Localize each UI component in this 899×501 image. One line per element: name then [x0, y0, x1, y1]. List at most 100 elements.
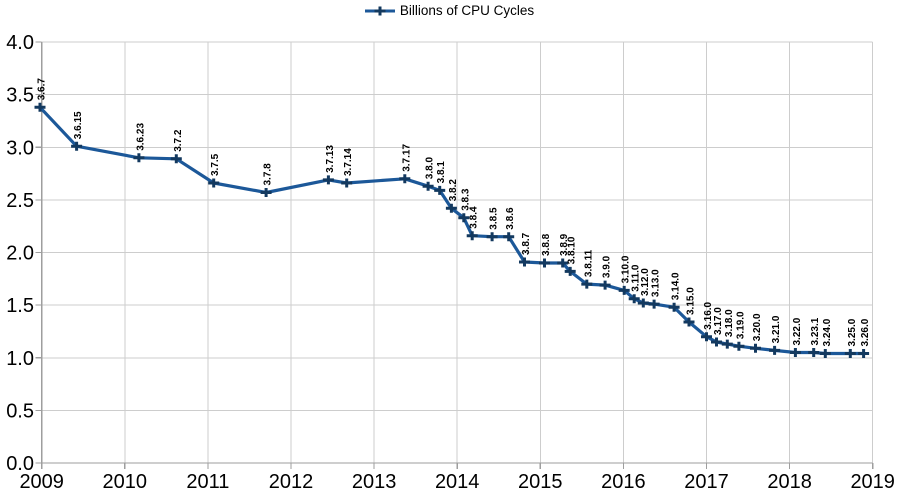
x-tick-label: 2018	[767, 471, 812, 493]
data-point-marker	[711, 337, 722, 347]
line-series-icon	[364, 6, 395, 15]
data-point-label: 3.7.2	[173, 129, 184, 152]
x-tick-label: 2014	[435, 471, 480, 493]
data-point-label: 3.7.5	[210, 153, 221, 176]
data-point-label: 3.11.0	[631, 264, 642, 292]
x-tick-label: 2016	[601, 471, 646, 493]
x-tick-label: 2013	[352, 471, 397, 493]
y-tick-label: 3.0	[6, 137, 34, 159]
data-point-marker	[399, 174, 411, 184]
data-point-marker	[721, 339, 733, 349]
data-point-label: 3.8.0	[425, 157, 436, 180]
x-tick-label: 2011	[186, 471, 229, 493]
data-point-marker	[445, 203, 457, 213]
data-point-label: 3.23.1	[810, 317, 821, 345]
data-point-marker	[733, 341, 745, 351]
data-point-label: 3.21.0	[771, 315, 782, 343]
data-point-label: 3.8.6	[505, 207, 516, 230]
data-point-marker	[564, 266, 576, 276]
x-tick-label: 2012	[269, 471, 314, 493]
data-point-marker	[341, 178, 353, 188]
data-point-marker	[808, 348, 820, 357]
data-point-label: 3.7.13	[325, 145, 336, 173]
x-tick-label: 2010	[103, 471, 148, 493]
data-point-label: 3.6.23	[135, 123, 146, 151]
data-point-marker	[701, 332, 712, 342]
data-point-label: 3.25.0	[847, 318, 858, 346]
data-point-marker	[466, 231, 478, 241]
data-point-marker	[519, 257, 530, 267]
data-point-marker	[486, 232, 498, 242]
data-point-marker	[789, 348, 801, 357]
data-point-marker	[769, 345, 781, 355]
data-point-label: 3.20.0	[752, 313, 763, 341]
y-tick-label: 0.0	[6, 453, 34, 475]
data-point-marker	[858, 349, 870, 358]
data-point-marker	[557, 258, 569, 268]
y-tick-label: 1.5	[6, 295, 34, 317]
data-point-marker	[434, 185, 446, 195]
y-tick-label: 0.5	[6, 400, 34, 422]
data-point-marker	[581, 279, 593, 289]
data-point-marker	[133, 153, 145, 163]
data-point-label: 3.18.0	[724, 309, 735, 337]
data-point-label: 3.13.0	[651, 269, 662, 297]
legend: Billions of CPU Cycles	[0, 3, 899, 18]
data-point-marker	[637, 298, 649, 308]
y-tick-label: 2.5	[6, 190, 34, 212]
data-point-marker	[628, 294, 640, 304]
y-tick-label: 4.0	[6, 32, 34, 54]
data-point-label: 3.8.1	[436, 161, 447, 184]
data-point-marker	[458, 213, 470, 223]
data-point-label: 3.8.2	[448, 179, 459, 202]
data-point-marker	[422, 181, 434, 191]
x-tick-label: 2015	[518, 471, 563, 493]
data-point-label: 3.6.15	[73, 111, 84, 139]
data-point-label: 3.8.4	[469, 206, 480, 229]
data-point-label: 3.9.0	[602, 255, 613, 278]
data-point-label: 3.8.7	[521, 232, 532, 255]
data-point-marker	[648, 299, 660, 309]
data-point-marker	[618, 285, 630, 295]
data-point-marker	[503, 232, 515, 242]
data-point-label: 3.17.0	[713, 307, 724, 335]
data-point-label: 3.8.8	[541, 233, 552, 256]
y-tick-label: 2.0	[6, 243, 34, 265]
data-point-marker	[819, 349, 831, 358]
data-point-label: 3.7.17	[401, 144, 412, 172]
x-tick-label: 2019	[850, 471, 895, 493]
data-point-label: 3.8.3	[460, 188, 471, 211]
x-tick-label: 2017	[684, 471, 729, 493]
data-point-marker	[34, 102, 46, 112]
data-point-marker	[668, 302, 680, 312]
data-point-marker	[260, 188, 272, 197]
data-point-label: 3.16.0	[703, 301, 714, 329]
data-point-label: 3.19.0	[735, 311, 746, 339]
data-point-label: 3.12.0	[640, 268, 651, 296]
data-point-marker	[71, 141, 83, 151]
data-point-marker	[170, 154, 182, 164]
data-point-marker	[599, 280, 611, 290]
data-point-label: 3.10.0	[621, 255, 632, 283]
data-point-marker	[208, 178, 220, 188]
data-point-marker	[683, 317, 695, 327]
data-point-label: 3.22.0	[792, 317, 803, 345]
data-point-label: 3.14.0	[671, 272, 682, 300]
data-point-label: 3.26.0	[860, 318, 871, 346]
data-point-label: 3.7.14	[343, 148, 354, 176]
data-point-label: 3.8.10	[567, 236, 578, 264]
data-point-label: 3.8.11	[583, 249, 594, 277]
y-tick-label: 1.0	[6, 348, 34, 370]
data-point-label: 3.7.8	[263, 163, 274, 186]
data-point-label: 3.24.0	[822, 318, 833, 346]
y-tick-label: 3.5	[6, 85, 34, 107]
data-point-label: 3.8.9	[559, 233, 570, 256]
data-point-marker	[322, 175, 334, 185]
data-point-marker	[539, 258, 550, 268]
data-point-marker	[750, 343, 761, 353]
x-tick-label: 2009	[19, 471, 64, 493]
data-point-label: 3.15.0	[686, 287, 697, 315]
data-point-marker	[844, 349, 856, 358]
legend-label: Billions of CPU Cycles	[399, 3, 535, 18]
